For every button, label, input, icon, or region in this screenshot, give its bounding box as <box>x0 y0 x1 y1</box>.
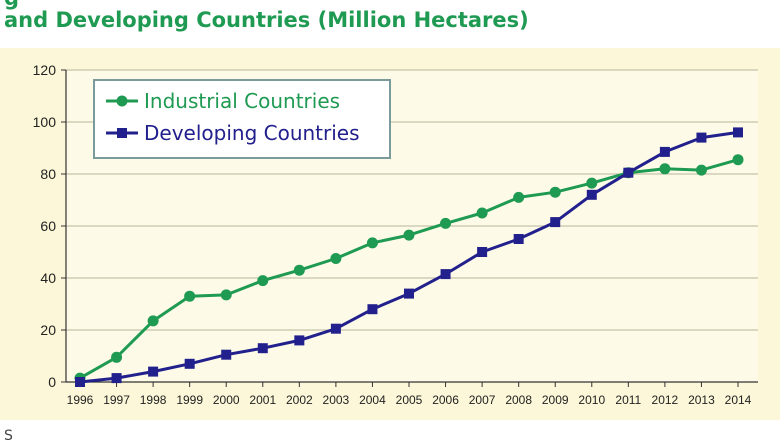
x-tick-label: 2014 <box>725 393 752 407</box>
x-tick-label: 2004 <box>359 393 386 407</box>
x-tick-label: 2002 <box>286 393 313 407</box>
developing-countries-point <box>184 358 195 369</box>
developing-countries-point <box>623 167 634 178</box>
industrial-countries-point <box>732 154 744 166</box>
developing-countries-point <box>440 269 451 280</box>
industrial-countries-point <box>257 275 269 287</box>
developing-countries-point <box>221 349 232 360</box>
y-tick-label: 0 <box>48 374 56 390</box>
industrial-countries-point <box>440 217 452 229</box>
legend-swatch-marker <box>117 128 127 138</box>
developing-countries-point <box>257 343 268 354</box>
industrial-countries-point <box>330 253 342 264</box>
x-tick-label: 2012 <box>652 393 679 407</box>
chart-title: and Developing Countries (Million Hectar… <box>4 8 529 32</box>
developing-countries-point <box>586 189 597 200</box>
x-tick-label: 2008 <box>505 393 532 407</box>
x-tick-label: 2006 <box>432 393 459 407</box>
y-tick-label: 20 <box>40 322 56 338</box>
x-tick-label: 2011 <box>615 393 641 407</box>
axes <box>61 69 758 387</box>
developing-countries-point <box>513 234 524 244</box>
y-tick-label: 100 <box>33 114 57 130</box>
legend-label-developing-countries: Developing Countries <box>144 121 360 145</box>
x-tick-label: 2010 <box>578 393 605 407</box>
y-tick-labels: 0 20 40 60 80 100 120 <box>33 62 57 390</box>
developing-countries-point <box>294 335 305 346</box>
legend-label-industrial-countries: Industrial Countries <box>144 89 340 113</box>
legend-box <box>93 79 391 159</box>
legend: Industrial Countries Developing Countries <box>93 79 391 159</box>
developing-countries-point <box>404 288 414 299</box>
developing-countries-point <box>111 373 122 384</box>
developing-countries-point <box>477 247 488 257</box>
x-tick-label: 2007 <box>469 393 496 407</box>
x-tick-label: 2003 <box>323 393 350 407</box>
industrial-countries-point <box>659 163 671 175</box>
x-tick-label: 1999 <box>176 393 203 407</box>
industrial-countries-point <box>293 264 305 276</box>
developing-countries-point <box>330 323 341 334</box>
series-lines <box>74 127 744 387</box>
industrial-countries-point <box>513 191 525 203</box>
x-tick-label: 1998 <box>140 393 167 407</box>
x-tick-label: 2000 <box>213 393 240 407</box>
y-tick-label: 40 <box>40 270 56 286</box>
x-tick-labels: 1996 1997 1998 1999 2000 2001 2002 2003 2004 2005… <box>67 393 752 407</box>
chart-title-partial: g <box>4 0 19 10</box>
industrial-countries-point <box>403 229 415 241</box>
industrial-countries-point <box>695 164 707 176</box>
industrial-countries-point <box>111 351 123 363</box>
industrial-countries-point <box>366 237 378 249</box>
x-tick-label: 2001 <box>249 393 276 407</box>
y-tick-label: 120 <box>33 62 57 78</box>
x-tick-label: 2009 <box>542 393 569 407</box>
chart-panel: 0 20 40 60 80 100 120 1996 1997 1998 1999 2000 2001… <box>0 48 780 420</box>
developing-countries-point <box>148 366 159 377</box>
y-tick-label: 80 <box>40 166 56 182</box>
industrial-countries-point <box>220 289 232 301</box>
developing-countries-point <box>75 377 85 387</box>
x-tick-label: 2013 <box>688 393 715 407</box>
x-tick-label: 2005 <box>396 393 423 407</box>
industrial-countries-point <box>476 207 488 219</box>
developing-countries-point <box>733 127 743 138</box>
industrial-countries-point <box>147 315 159 327</box>
developing-countries-point <box>659 146 670 157</box>
developing-countries-point <box>367 304 378 315</box>
x-tick-label: 1996 <box>67 393 94 407</box>
developing-countries-point <box>550 217 561 228</box>
industrial-countries-point <box>586 177 598 189</box>
source-note: S <box>4 428 13 444</box>
legend-swatch-marker <box>116 95 128 107</box>
line-chart: 0 20 40 60 80 100 120 1996 1997 1998 1999 2000 2001… <box>33 62 758 407</box>
industrial-countries-point <box>184 290 196 302</box>
developing-countries-point <box>696 132 707 143</box>
x-tick-label: 1997 <box>103 393 130 407</box>
y-tick-label: 60 <box>40 218 56 234</box>
industrial-countries-point <box>549 186 561 198</box>
